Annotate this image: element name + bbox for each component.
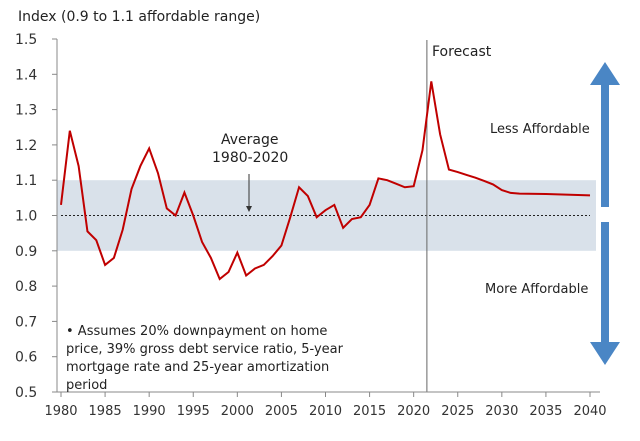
y-tick-label: 0.7 [15, 314, 37, 330]
y-tick-label: 0.5 [15, 385, 37, 401]
y-tick-label: 0.9 [15, 244, 37, 260]
average-label-1: Average [221, 132, 279, 148]
up-arrow-icon [590, 62, 620, 207]
y-tick-label: 0.6 [15, 350, 37, 366]
y-tick-label: 1.4 [15, 67, 37, 83]
x-tick-label: 1985 [89, 404, 122, 419]
y-tick-label: 1.1 [15, 173, 37, 189]
less-affordable-label: Less Affordable [490, 122, 590, 137]
x-tick-label: 2000 [221, 404, 254, 419]
more-affordable-label: More Affordable [485, 282, 589, 297]
x-tick-label: 2040 [573, 404, 606, 419]
x-tick-label: 2010 [309, 404, 342, 419]
average-pointer-head [246, 206, 252, 212]
y-tick-label: 1.5 [15, 32, 37, 48]
x-tick-label: 1990 [133, 404, 166, 419]
x-tick-label: 2025 [441, 404, 474, 419]
y-tick-label: 1.0 [15, 209, 37, 225]
y-tick-label: 1.2 [15, 138, 37, 154]
x-tick-label: 2020 [397, 404, 430, 419]
x-tick-label: 1995 [177, 404, 210, 419]
x-tick-label: 2035 [529, 404, 562, 419]
footnote: • Assumes 20% downpayment on home price,… [66, 324, 343, 393]
y-axis-label: Index (0.9 to 1.1 affordable range) [18, 9, 261, 25]
y-tick-label: 0.8 [15, 279, 37, 295]
x-tick-label: 2005 [265, 404, 298, 419]
x-tick-label: 1980 [44, 404, 77, 419]
forecast-label: Forecast [432, 44, 492, 60]
x-tick-label: 2030 [485, 404, 518, 419]
x-tick-label: 2015 [353, 404, 386, 419]
down-arrow-icon [590, 222, 620, 365]
y-tick-label: 1.3 [15, 103, 37, 119]
average-label-2: 1980-2020 [212, 150, 289, 166]
